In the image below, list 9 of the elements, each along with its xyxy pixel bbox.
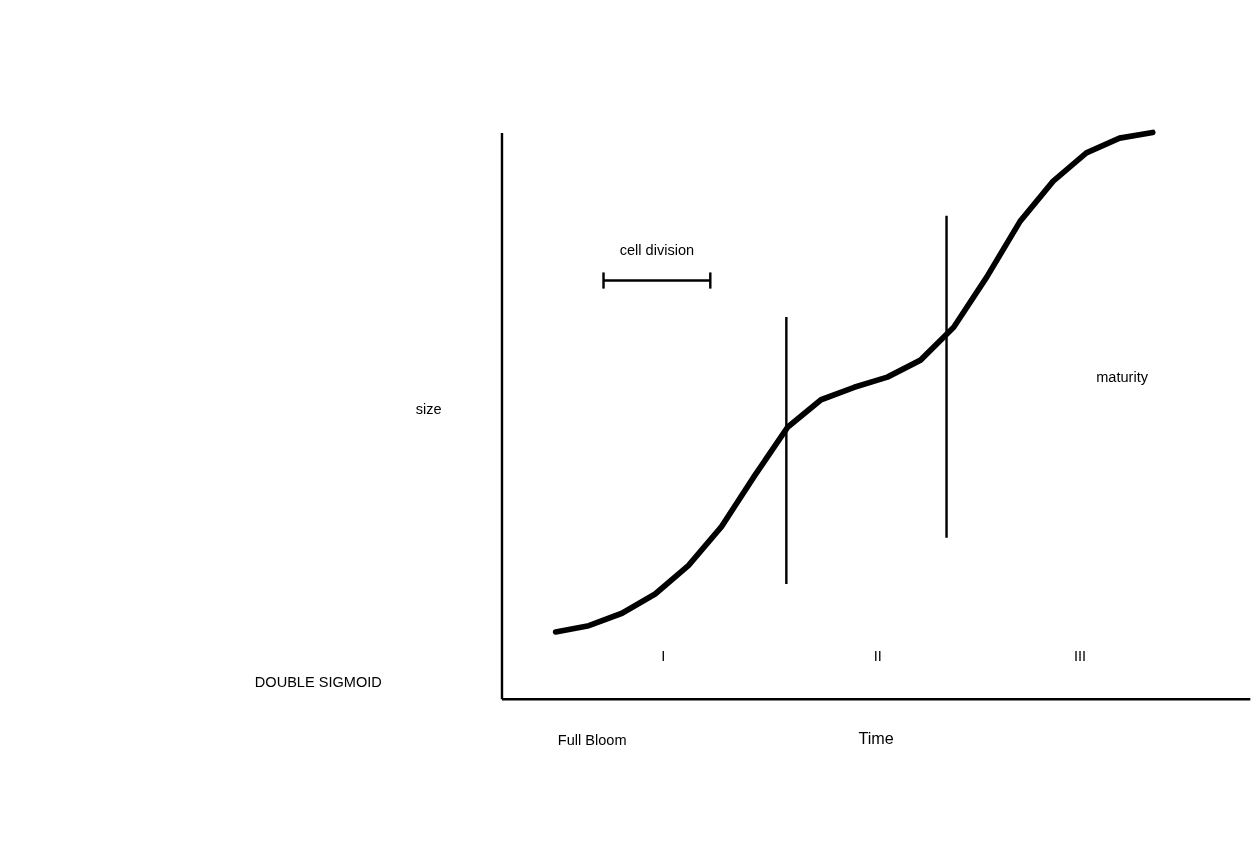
text: size	[415, 401, 442, 418]
text: DOUBLE SIGMOID	[254, 673, 382, 690]
annotation: maturity	[1096, 368, 1149, 385]
annotation: cell division	[619, 241, 695, 258]
annotation: I	[661, 647, 666, 664]
x-axis-title: Time	[858, 729, 894, 748]
text: Full Bloom	[557, 731, 627, 748]
annotation: III	[1073, 647, 1087, 664]
annotation: II	[873, 647, 882, 664]
